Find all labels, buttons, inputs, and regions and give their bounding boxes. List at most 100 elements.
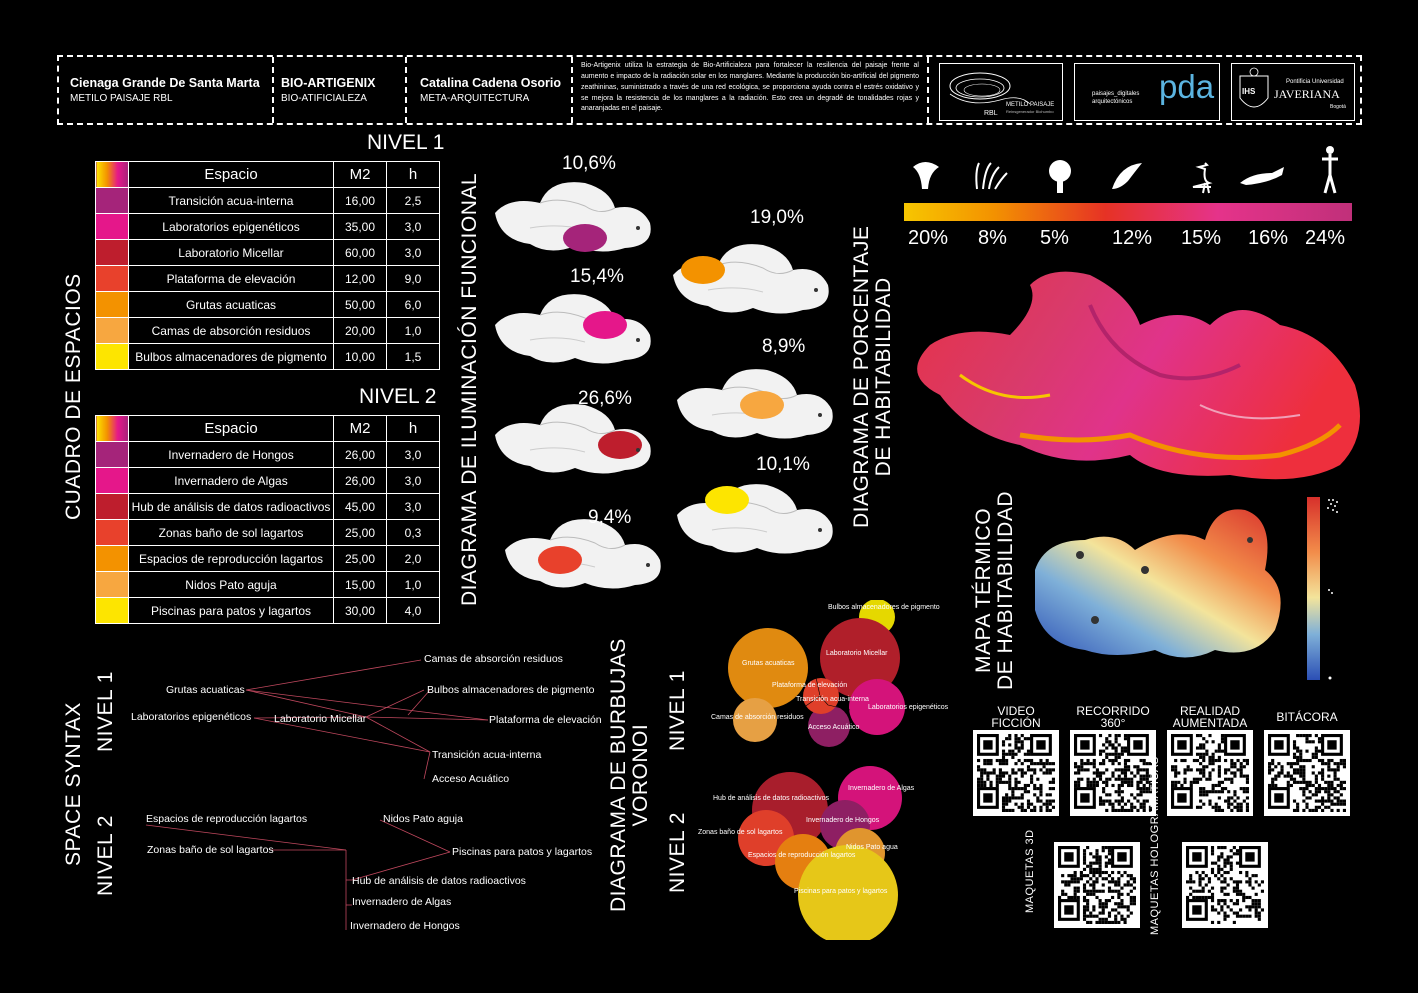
ss-transicion: Transición acua-interna [432,749,542,761]
color-swatch [95,213,129,240]
javeriana-big: JAVERIANA [1274,87,1340,101]
height-cell: 3,0 [386,239,440,266]
col-header-m2: M2 [333,415,387,442]
header-divider [272,57,274,123]
qr-recorrido[interactable] [1070,730,1156,816]
voronoi-title-1: DIAGRAMA DE BURBUJAS [607,638,630,912]
habitability-3d-model [917,271,1360,480]
voronoi-label: Invernadero de Hongos [806,817,880,824]
space-name-cell: Grutas acuaticas [128,291,334,318]
illumination-percentage: 26,6% [578,388,632,409]
table-header: Espacio M2 h [95,415,440,442]
table-row: Bulbos almacenadores de pigmento 10,00 1,5 [95,343,440,370]
qr-code-icon [1186,846,1264,924]
building-model [677,369,833,439]
algae-icon [975,162,1008,190]
javeriana-logo: IHS Pontificia Universidad JAVERIANA Bog… [1231,63,1355,121]
bubble-lab-micellar [820,618,900,698]
highlight-area [681,256,725,284]
height-cell: 3,0 [386,213,440,240]
habitability-percentage: 12% [1112,227,1153,249]
m2-cell: 45,00 [333,493,387,520]
space-name-cell: Bulbos almacenadores de pigmento [128,343,334,370]
voronoi-label: Piscinas para patos y lagartos [794,888,888,895]
thermal-scale-bar [1307,497,1320,680]
thermal-model [1035,509,1281,658]
gradient-swatch [95,161,129,188]
heron-icon [1192,162,1213,194]
color-swatch [95,187,129,214]
qr-video-label: VIDEO FICCIÓN [991,704,1041,730]
cuadro-nivel2-label: NIVEL 2 [359,385,437,408]
color-swatch [95,343,129,370]
highlight-area [583,311,627,339]
qr-code-icon [977,734,1055,812]
nivel2-space-table: Espacio M2 h Invernadero de Hongos 26,00 3… [95,415,440,624]
qr-maquetas-holograficas[interactable] [1182,842,1268,928]
qr-realidad[interactable] [1167,730,1253,816]
qr-maquetas-3d[interactable] [1054,842,1140,928]
bubble-lab-epigeneticos [849,679,905,735]
voronoi-title: DIAGRAMA DE BURBUJAS VORONOI [607,638,652,912]
space-name-cell: Laboratorios epigenéticos [128,213,334,240]
fish-icon [1112,163,1142,189]
voronoi-label: Grutas acuaticas [742,660,795,667]
voronoi-label: Transición acua-interna [796,696,869,703]
qr-bitacora-label: BITÁCORA [1276,710,1338,724]
ss-plataforma: Plataforma de elevación [489,714,602,726]
space-name-cell: Hub de análisis de datos radioactivos [128,493,334,520]
col-header-m2: M2 [333,161,387,188]
qr-code-icon [1074,734,1152,812]
highlight-area [705,486,749,514]
qr-video[interactable] [973,730,1059,816]
m2-cell: 25,00 [333,519,387,546]
m2-cell: 25,00 [333,545,387,572]
iluminacion-diagram: 10,6% 15,4% 26,6% 9,4% 19,0% 8,9% 10,1% [490,150,840,610]
space-name-cell: Transición acua-interna [128,187,334,214]
voronoi-label: Nidos Pato agua [846,844,898,851]
tree-icon [1049,160,1071,193]
ss-bulbos: Bulbos almacenadores de pigmento [427,684,595,696]
university-seal-icon [1239,67,1269,108]
table-row: Plataforma de elevación 12,00 9,0 [95,265,440,292]
height-cell: 3,0 [386,493,440,520]
col-header-space: Espacio [128,161,334,188]
author: Catalina Cadena Osorio META-ARQUITECTURA [420,76,561,104]
table-row: Espacios de reproducción lagartos 25,00 2,… [95,545,440,572]
javeriana-city: Bogotá [1330,104,1346,110]
color-swatch [95,239,129,266]
heatmap-stream [1019,423,1342,460]
height-cell: 4,0 [386,597,440,624]
m2-cell: 15,00 [333,571,387,598]
heatmap-body [917,271,1360,480]
voronoi-label: Laboratorios epigenéticos [868,704,949,711]
qr-maquetas-label: MAQUETAS 3D [1024,829,1036,913]
table-header: Espacio M2 h [95,161,440,188]
color-swatch [95,493,129,520]
species-icons [904,145,1352,201]
ss-nidos: Nidos Pato aguja [383,813,463,825]
bubble-camas [733,698,777,742]
illumination-percentage: 9,4% [588,507,632,528]
color-swatch [95,317,129,344]
table-row: Hub de análisis de datos radioactivos 45,… [95,493,440,520]
voronoi-label: Acceso Acuático [808,724,860,731]
height-cell: 6,0 [386,291,440,318]
color-swatch [95,291,129,318]
heatmap-stream [1199,404,1301,420]
qr-bitacora[interactable] [1264,730,1350,816]
habitability-percentage: 8% [978,227,1007,249]
termico-title-1: MAPA TÉRMICO [972,507,995,674]
ss-camas: Camas de absorción residuos [424,653,563,665]
building-model [505,519,661,589]
termico-title-2: DE HABITABILIDAD [994,491,1018,690]
termico-title: MAPA TÉRMICO DE HABITABILIDAD [972,491,1018,690]
table-row: Laboratorios epigenéticos 35,00 3,0 [95,213,440,240]
author-subtitle: META-ARQUITECTURA [420,92,530,104]
ss-hub: Hub de análisis de datos radioactivos [352,875,526,887]
color-swatch [95,545,129,572]
highlight-area [740,391,784,419]
space-name-cell: Camas de absorción residuos [128,317,334,344]
ss-nivel2-label: NIVEL 2 [94,815,117,896]
height-cell: 2,0 [386,545,440,572]
